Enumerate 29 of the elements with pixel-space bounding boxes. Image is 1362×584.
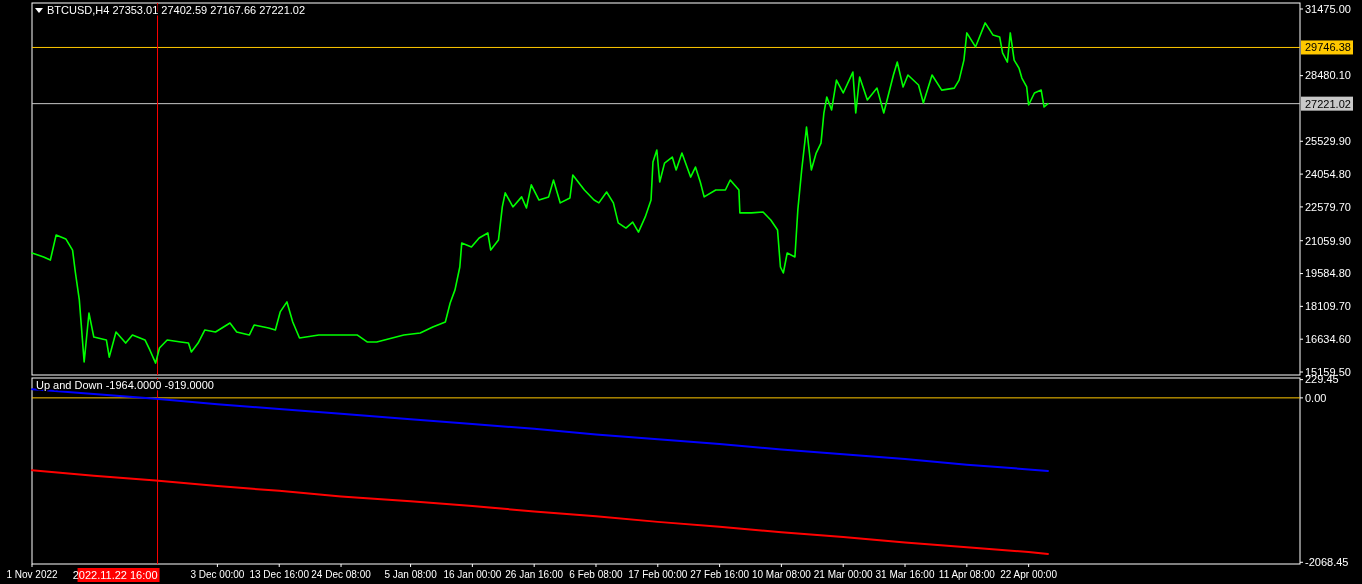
x-tick-label: 13 Dec 16:00 [249, 569, 310, 580]
x-tick-label: 21 Mar 00:00 [813, 569, 874, 580]
x-tick-label: 31 Mar 16:00 [875, 569, 935, 580]
x-tick-label: 16 Jan 00:00 [443, 569, 502, 580]
y-tick-label: 21059.90 [1305, 234, 1351, 247]
y-tick-label: 19584.80 [1305, 267, 1351, 280]
x-tick-label: 11 Apr 08:00 [938, 569, 996, 580]
x-tick-label: 3 Dec 00:00 [190, 569, 245, 580]
x-tick-label: 1 Nov 2022 [6, 569, 59, 580]
x-tick-label: 26 Jan 16:00 [505, 569, 564, 580]
y-tick-label: 18109.70 [1305, 300, 1351, 313]
y-tick-label: 22579.70 [1305, 200, 1351, 213]
y-tick-label: -2068.45 [1305, 556, 1349, 569]
x-tick-label: 5 Jan 08:00 [384, 569, 438, 580]
y-tick-label: 0.00 [1305, 391, 1327, 404]
x-tick-label: 17 Feb 00:00 [628, 569, 688, 580]
y-tick-label: 28480.10 [1305, 69, 1351, 82]
ref-line-label: 29746.38 [1305, 41, 1351, 54]
x-tick-label: 6 Feb 08:00 [569, 569, 624, 580]
y-tick-label: 16634.60 [1305, 333, 1351, 346]
y-tick-label: 25529.90 [1305, 135, 1351, 148]
x-tick-label: 10 Mar 08:00 [751, 569, 812, 580]
y-tick-label: 31475.00 [1305, 2, 1351, 15]
x-tick-label: 22 Apr 00:00 [1000, 569, 1058, 580]
y-tick-label: 24054.80 [1305, 167, 1351, 180]
x-tick-label: 27 Feb 16:00 [690, 569, 750, 580]
ref-line-label: 27221.02 [1305, 97, 1351, 110]
x-tick-label: 24 Dec 08:00 [311, 569, 372, 580]
line-series [31, 22, 1049, 364]
